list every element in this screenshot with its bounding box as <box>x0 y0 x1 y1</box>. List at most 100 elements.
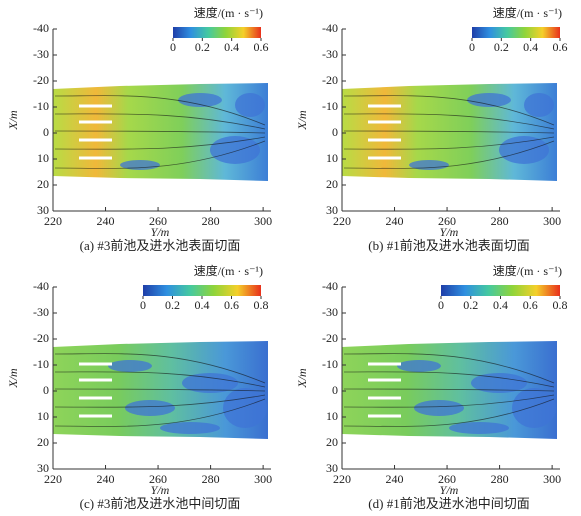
x-tick-label: 300 <box>543 214 561 228</box>
x-tick-label: 240 <box>386 214 404 228</box>
y-tick-label: -20 <box>33 73 49 87</box>
y-tick-label: 20 <box>326 435 338 449</box>
colorbar-tick-label: 0.4 <box>224 40 239 54</box>
colorbar-tick-label: 0.6 <box>553 40 568 54</box>
y-tick-label: 20 <box>326 177 338 191</box>
low-velocity-zone <box>499 136 549 164</box>
colorbar-tick-label: 0.4 <box>523 40 538 54</box>
x-tick-label: 300 <box>254 214 272 228</box>
y-tick-label: 10 <box>37 409 49 423</box>
low-velocity-zone <box>223 388 267 428</box>
x-tick-label: 220 <box>333 214 351 228</box>
colorbar-title: 速度/(m · s⁻¹) <box>194 5 263 20</box>
colorbar-tick-label: 0 <box>469 40 475 54</box>
caption: (b) #1前池及进水池表面切面 <box>368 238 529 253</box>
y-tick-label: -40 <box>33 279 49 293</box>
colorbar <box>441 285 560 296</box>
colorbar-title: 速度/(m · s⁻¹) <box>493 5 562 20</box>
colorbar <box>472 27 560 38</box>
y-tick-label: -20 <box>322 331 338 345</box>
y-tick-label: -40 <box>322 279 338 293</box>
y-tick-label: -30 <box>33 47 49 61</box>
colorbar-tick-label: 0.4 <box>195 298 210 312</box>
x-tick-label: 240 <box>97 214 115 228</box>
colorbar-title: 速度/(m · s⁻¹) <box>194 263 263 278</box>
y-axis-label: X/m <box>295 110 309 131</box>
y-tick-label: 20 <box>37 177 49 191</box>
colorbar-title: 速度/(m · s⁻¹) <box>493 263 562 278</box>
x-axis-label: Y/m <box>440 483 459 497</box>
y-tick-label: 0 <box>43 383 49 397</box>
colorbar-tick-label: 0.6 <box>224 298 239 312</box>
x-tick-label: 240 <box>97 472 115 486</box>
low-velocity-zone <box>108 360 152 372</box>
x-axis-label: Y/m <box>151 483 170 497</box>
y-tick-label: -30 <box>33 305 49 319</box>
y-tick-label: 10 <box>326 151 338 165</box>
y-tick-label: 20 <box>37 435 49 449</box>
y-tick-label: -10 <box>322 357 338 371</box>
y-tick-label: -40 <box>33 21 49 35</box>
colorbar-tick-label: 0.2 <box>165 298 180 312</box>
colorbar-tick-label: 0 <box>170 40 176 54</box>
y-tick-label: 0 <box>43 125 49 139</box>
y-tick-label: -10 <box>33 357 49 371</box>
y-tick-label: 0 <box>332 125 338 139</box>
caption: (c) #3前池及进水池中间切面 <box>80 496 241 511</box>
low-velocity-zone <box>449 422 509 434</box>
low-velocity-zone <box>235 93 265 117</box>
x-axis-label: Y/m <box>440 225 459 239</box>
y-tick-label: -10 <box>33 99 49 113</box>
x-tick-label: 280 <box>491 214 509 228</box>
colorbar-tick-label: 0.6 <box>254 40 269 54</box>
colorbar-tick-label: 0.8 <box>553 298 568 312</box>
x-tick-label: 240 <box>386 472 404 486</box>
low-velocity-zone <box>125 400 175 416</box>
y-tick-label: -30 <box>322 305 338 319</box>
colorbar-tick-label: 0.8 <box>254 298 269 312</box>
x-tick-label: 280 <box>491 472 509 486</box>
colorbar <box>173 27 261 38</box>
low-velocity-zone <box>414 400 464 416</box>
y-tick-label: -20 <box>322 73 338 87</box>
panel: -40-30-20-100102030220240260280300Y/mX/m… <box>295 5 568 253</box>
panel: -40-30-20-100102030220240260280300Y/mX/m… <box>6 263 272 511</box>
x-tick-label: 300 <box>543 472 561 486</box>
colorbar-tick-label: 0.2 <box>494 40 509 54</box>
low-velocity-zone <box>120 160 160 170</box>
x-tick-label: 220 <box>44 214 62 228</box>
low-velocity-zone <box>160 422 220 434</box>
y-tick-label: 0 <box>332 383 338 397</box>
x-tick-label: 280 <box>202 472 220 486</box>
colorbar-tick-label: 0 <box>438 298 444 312</box>
x-tick-label: 220 <box>44 472 62 486</box>
y-tick-label: 10 <box>326 409 338 423</box>
colorbar-tick-label: 0 <box>140 298 146 312</box>
y-axis-label: X/m <box>6 368 20 389</box>
colorbar-tick-label: 0.6 <box>523 298 538 312</box>
figure: -40-30-20-100102030220240260280300Y/mX/m… <box>0 0 581 516</box>
caption: (a) #3前池及进水池表面切面 <box>80 238 241 253</box>
colorbar-tick-label: 0.2 <box>195 40 210 54</box>
y-tick-label: -10 <box>322 99 338 113</box>
x-axis-label: Y/m <box>151 225 170 239</box>
low-velocity-zone <box>512 388 556 428</box>
caption: (d) #1前池及进水池中间切面 <box>368 496 529 511</box>
x-tick-label: 300 <box>254 472 272 486</box>
x-tick-label: 280 <box>202 214 220 228</box>
low-velocity-zone <box>397 360 441 372</box>
colorbar-tick-label: 0.2 <box>463 298 478 312</box>
y-tick-label: -20 <box>33 331 49 345</box>
y-tick-label: -30 <box>322 47 338 61</box>
y-axis-label: X/m <box>6 110 20 131</box>
colorbar <box>143 285 261 296</box>
y-axis-label: X/m <box>295 368 309 389</box>
colorbar-tick-label: 0.4 <box>493 298 508 312</box>
x-tick-label: 220 <box>333 472 351 486</box>
low-velocity-zone <box>409 160 449 170</box>
y-tick-label: -40 <box>322 21 338 35</box>
low-velocity-zone <box>210 136 260 164</box>
low-velocity-zone <box>524 93 554 117</box>
